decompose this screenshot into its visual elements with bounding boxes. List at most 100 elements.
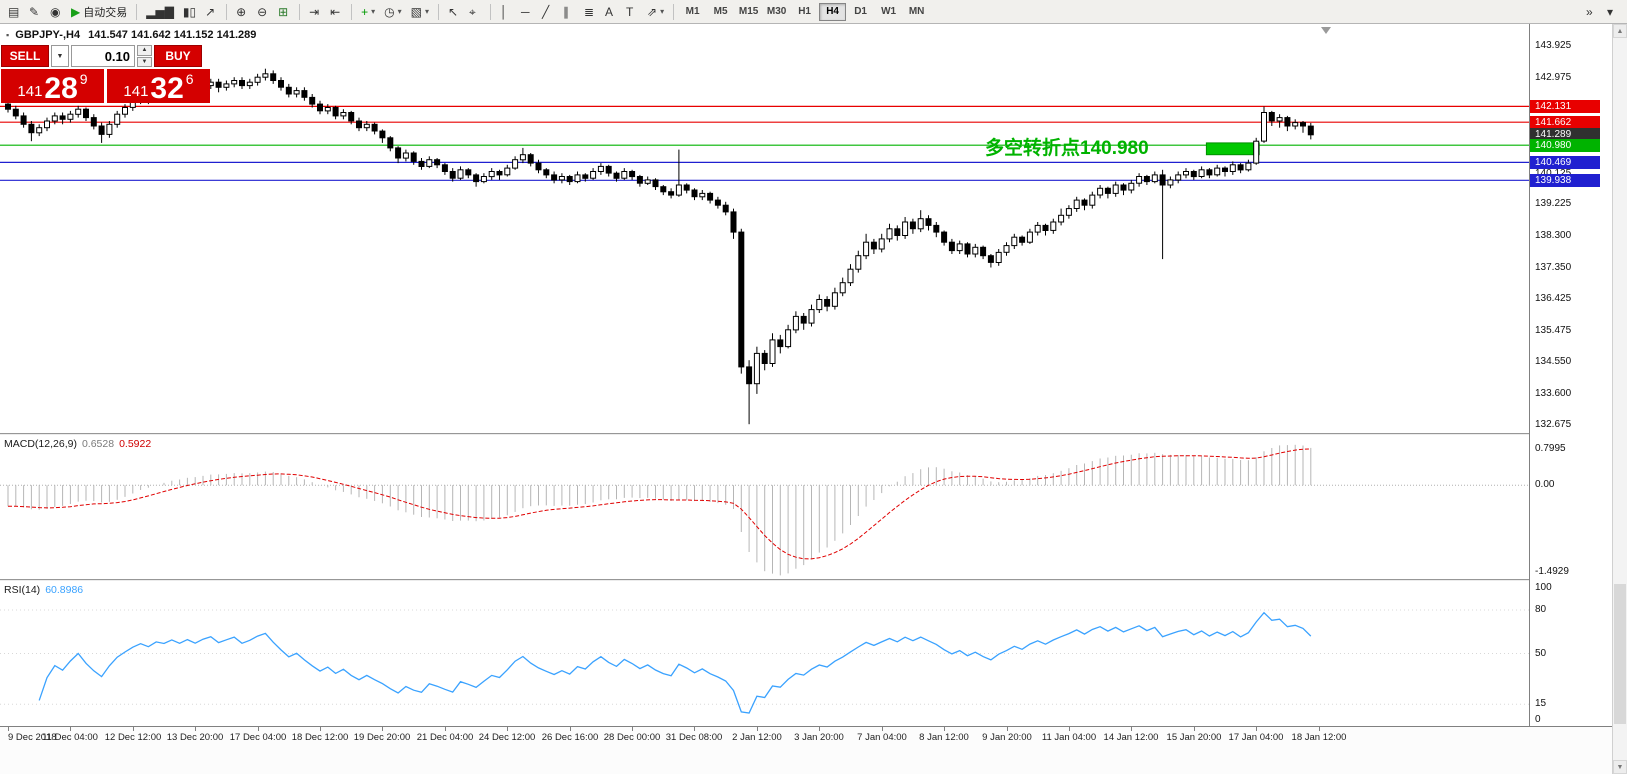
time-tick	[258, 727, 259, 731]
panel-divider[interactable]	[0, 433, 1612, 436]
price-axis-label: 134.550	[1535, 356, 1572, 367]
time-tick	[1007, 727, 1008, 731]
timeframe-w1-button[interactable]: W1	[875, 3, 902, 21]
toolbar: ▤ ✎ ◉ ▶ 自动交易 ▂▅▇ ▮▯ ↗ ⊕ ⊖ ⊞ ⇥ ⇤ + ▾ ◷ ▾ ▧ ▾ ↖ ⌖ │ ─ ╱ ∥ ≣ A T ⇗ ▾ M1 M5…	[0, 0, 1627, 24]
scroll-up-icon[interactable]: ▲	[1613, 24, 1627, 38]
crosshair-icon[interactable]: ⌖	[465, 2, 485, 22]
time-axis-label: 9 Dec 2018	[8, 732, 57, 743]
fibonacci-icon[interactable]: ≣	[580, 2, 600, 22]
chart-shift-icon[interactable]: ⇤	[326, 2, 346, 22]
indicators-icon[interactable]: + ▾	[357, 2, 379, 22]
time-tick	[133, 727, 134, 731]
time-axis-label: 2 Jan 12:00	[732, 732, 782, 743]
time-tick	[8, 727, 9, 731]
price-axis-label: 133.600	[1535, 388, 1572, 399]
vertical-line-icon[interactable]: │	[496, 2, 516, 22]
time-axis[interactable]: 9 Dec 2018 11 Dec 04:00 12 Dec 12:00 13 Dec…	[0, 726, 1612, 774]
price-tag: 140.469	[1530, 156, 1600, 169]
volume-dropdown-button[interactable]: ▼	[51, 45, 69, 67]
chart-shift-marker[interactable]	[1321, 27, 1331, 34]
time-axis-label: 18 Jan 12:00	[1291, 732, 1347, 743]
chart-window-icon: ▪	[6, 30, 10, 40]
mql5-community-icon[interactable]: ◉	[46, 2, 66, 22]
ask-fraction: 6	[185, 71, 194, 87]
text-icon[interactable]: A	[601, 2, 621, 22]
metaeditor-icon[interactable]: ✎	[25, 2, 45, 22]
auto-scroll-icon[interactable]: ⇥	[305, 2, 325, 22]
price-tag: 141.662	[1530, 116, 1600, 129]
macd-indicator-label: MACD(12,26,9) 0.6528 0.5922	[4, 438, 152, 450]
text-label-icon[interactable]: T	[622, 2, 642, 22]
chevron-down-icon: ▾	[425, 7, 430, 16]
ask-price-display[interactable]: 141 32 6	[107, 69, 210, 103]
sell-button[interactable]: SELL	[1, 45, 49, 67]
timeframe-h1-button[interactable]: H1	[791, 3, 818, 21]
rsi-scale-label: 15	[1535, 698, 1547, 709]
timeframe-mn-button[interactable]: MN	[903, 3, 930, 21]
time-axis-label: 12 Dec 12:00	[104, 732, 162, 743]
macd-panel[interactable]	[0, 435, 1529, 579]
bar-chart-icon[interactable]: ▂▅▇	[142, 2, 178, 22]
autotrading-button[interactable]: ▶ 自动交易	[67, 2, 131, 22]
cursor-icon[interactable]: ↖	[444, 2, 464, 22]
horizontal-line-icon[interactable]: ─	[517, 2, 537, 22]
vertical-scrollbar: ▲ ▼	[1612, 24, 1627, 774]
timeframe-m15-button[interactable]: M15	[735, 3, 762, 21]
time-axis-label: 7 Jan 04:00	[857, 732, 907, 743]
chevron-down-icon: ▼	[56, 52, 64, 60]
time-axis-label: 21 Dec 04:00	[416, 732, 474, 743]
time-tick	[445, 727, 446, 731]
time-axis-label: 14 Jan 12:00	[1103, 732, 1159, 743]
ask-pips: 32	[150, 71, 184, 105]
new-order-icon[interactable]: ▤	[4, 2, 24, 22]
equidistant-channel-icon[interactable]: ∥	[559, 2, 579, 22]
timeframe-d1-button[interactable]: D1	[847, 3, 874, 21]
timeframe-h4-button[interactable]: H4	[819, 2, 847, 21]
bid-price-display[interactable]: 141 28 9	[1, 69, 104, 103]
timeframe-m30-button[interactable]: M30	[763, 3, 790, 21]
trendline-icon[interactable]: ╱	[538, 2, 558, 22]
rsi-value: 60.8986	[45, 584, 84, 596]
symbol-timeframe-label: GBPJPY-,H4	[15, 29, 81, 41]
ohlc-values: 141.547 141.642 141.152 141.289	[88, 29, 257, 41]
toolbar-options-icon[interactable]: ▾	[1603, 2, 1623, 22]
zoom-in-icon[interactable]: ⊕	[232, 2, 252, 22]
zoom-out-icon[interactable]: ⊖	[253, 2, 273, 22]
time-tick	[944, 727, 945, 731]
toolbar-separator	[136, 3, 138, 20]
horizontal-level-lines[interactable]	[0, 105, 1529, 181]
price-axis-label: 136.425	[1535, 293, 1572, 304]
price-chart[interactable]	[0, 24, 1529, 433]
price-axis[interactable]: 143.925 142.975 140.125 139.225 138.300 137.3…	[1529, 24, 1612, 726]
rsi-panel[interactable]	[0, 581, 1529, 726]
scrollbar-thumb[interactable]	[1614, 584, 1626, 724]
line-chart-icon[interactable]: ↗	[201, 2, 221, 22]
bid-pips: 28	[44, 71, 78, 105]
chart-annotation[interactable]: 多空转折点140.980	[985, 138, 1149, 159]
time-axis-label: 24 Dec 12:00	[478, 732, 536, 743]
more-tools-icon[interactable]: »	[1582, 2, 1602, 22]
time-tick	[757, 727, 758, 731]
periods-icon[interactable]: ◷ ▾	[380, 2, 406, 22]
highlight-rectangle[interactable]	[1205, 142, 1260, 156]
timeframe-m1-button[interactable]: M1	[679, 3, 706, 21]
tile-windows-icon[interactable]: ⊞	[274, 2, 294, 22]
time-tick	[1069, 727, 1070, 731]
volume-decrease-button[interactable]: ▼	[137, 56, 152, 67]
buy-button[interactable]: BUY	[154, 45, 202, 67]
panel-divider[interactable]	[0, 579, 1612, 582]
volume-increase-button[interactable]: ▲	[137, 45, 152, 56]
templates-icon[interactable]: ▧ ▾	[407, 2, 433, 22]
scroll-down-icon[interactable]: ▼	[1613, 760, 1627, 774]
volume-input[interactable]	[71, 45, 135, 67]
time-axis-label: 11 Dec 04:00	[42, 732, 98, 743]
time-axis-label: 15 Jan 20:00	[1166, 732, 1222, 743]
arrows-icon[interactable]: ⇗ ▾	[643, 2, 668, 22]
toolbar-separator	[351, 3, 353, 20]
toolbar-separator	[490, 3, 492, 20]
volume-stepper: ▲ ▼	[137, 45, 152, 67]
time-axis-label: 17 Jan 04:00	[1228, 732, 1284, 743]
candlestick-chart-icon[interactable]: ▮▯	[179, 2, 200, 22]
timeframe-m5-button[interactable]: M5	[707, 3, 734, 21]
